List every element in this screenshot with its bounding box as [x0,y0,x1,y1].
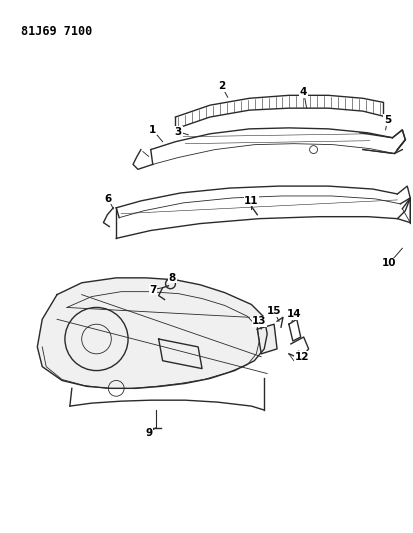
Text: 13: 13 [252,316,266,326]
Text: 12: 12 [294,352,308,362]
Text: 8: 8 [169,273,176,283]
Text: 11: 11 [244,196,258,206]
Text: 1: 1 [149,125,156,135]
Text: 14: 14 [286,309,300,319]
Text: 9: 9 [145,428,152,438]
Text: 2: 2 [218,82,225,92]
Text: 4: 4 [299,87,306,98]
Polygon shape [257,324,276,354]
Polygon shape [37,278,266,389]
Text: 10: 10 [381,258,396,268]
Text: 5: 5 [383,115,390,125]
Text: 81J69 7100: 81J69 7100 [21,25,92,38]
Text: 6: 6 [104,194,112,204]
Text: 15: 15 [266,306,281,317]
Text: 3: 3 [174,127,182,137]
Text: 7: 7 [149,285,156,295]
